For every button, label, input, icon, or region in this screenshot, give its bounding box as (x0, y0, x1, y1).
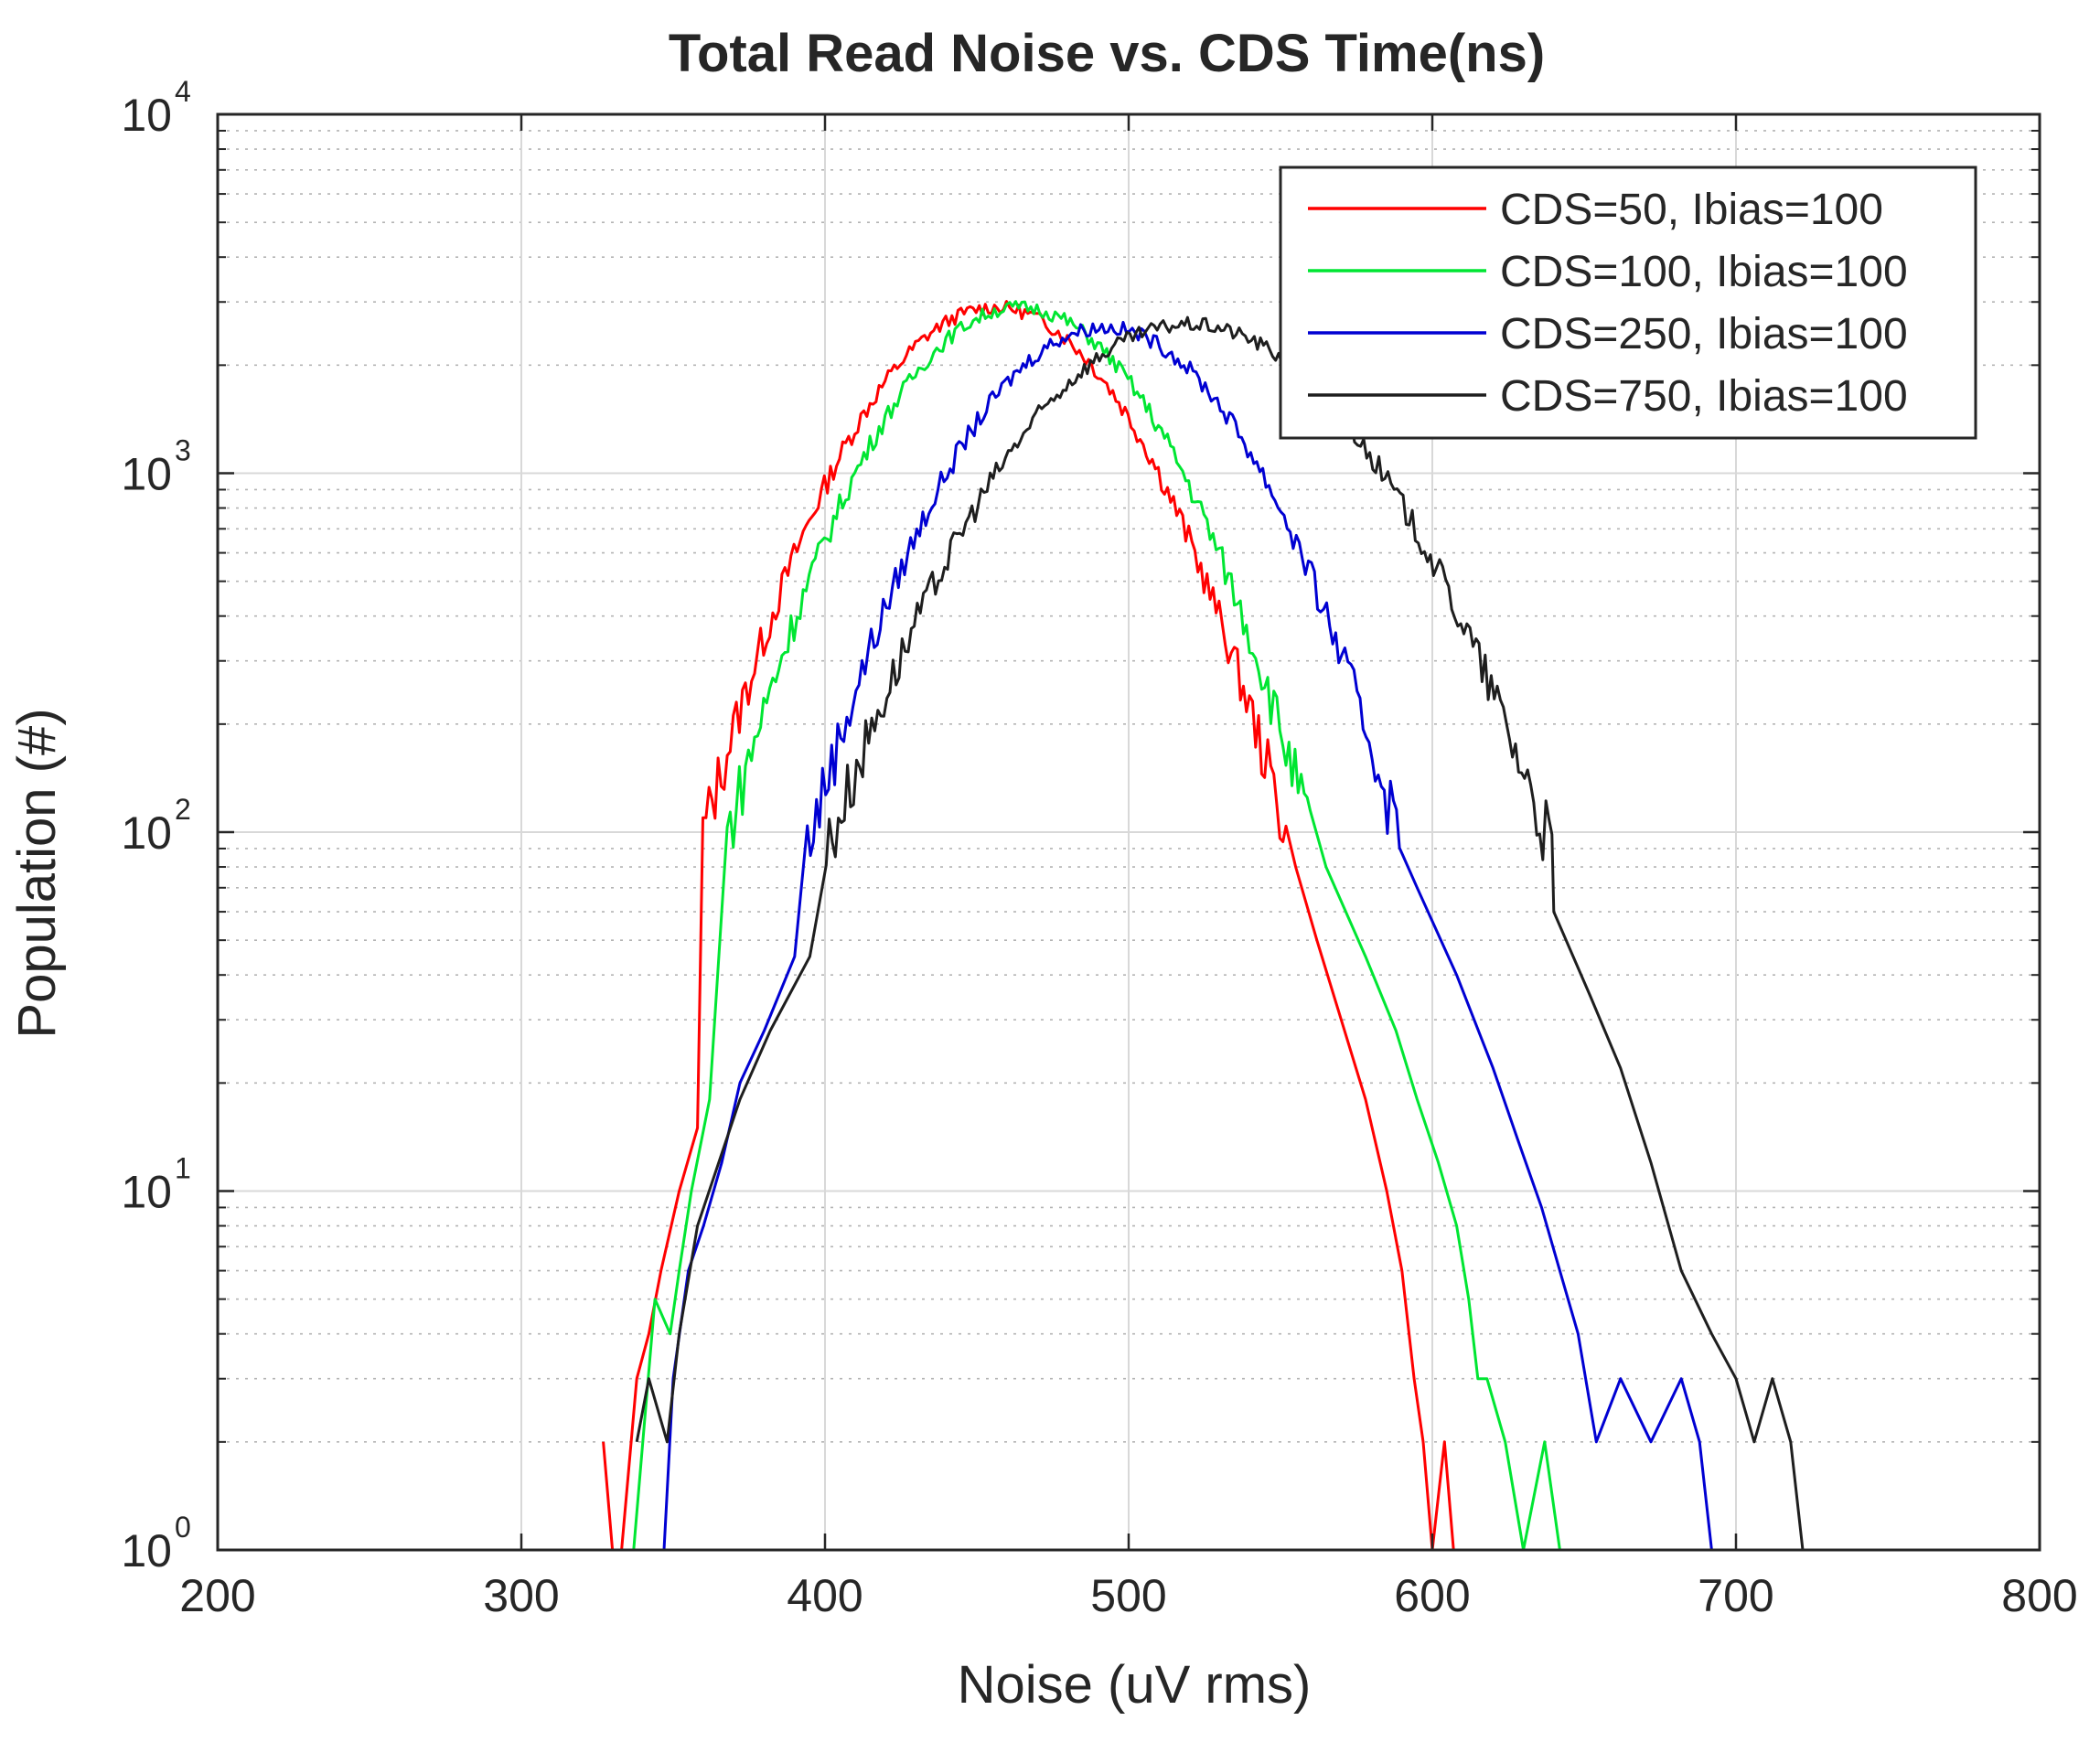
legend-entry-label: CDS=50, Ibias=100 (1500, 186, 1883, 234)
series-line-1 (602, 300, 1455, 1550)
y-tick-label: 10 (121, 1167, 172, 1218)
y-tick-label: 10 (121, 807, 172, 859)
x-tick-label: 200 (179, 1570, 255, 1621)
y-tick-label: 10 (121, 449, 172, 500)
legend-entry-label: CDS=750, Ibias=100 (1500, 372, 1908, 421)
y-tick-exponent: 3 (175, 434, 191, 467)
y-tick-label: 10 (121, 1525, 172, 1576)
y-tick-exponent: 4 (175, 75, 191, 108)
x-axis-label: Noise (uV rms) (958, 1655, 1312, 1715)
legend-entry-label: CDS=100, Ibias=100 (1500, 248, 1908, 296)
x-tick-label: 800 (2001, 1570, 2077, 1621)
legend: CDS=50, Ibias=100 CDS=100, Ibias=100 CDS=2… (1279, 166, 1977, 440)
series-line-4 (635, 315, 1805, 1550)
series-line-2 (632, 300, 1561, 1550)
series-line-3 (662, 320, 1713, 1550)
x-tick-label: 400 (787, 1570, 862, 1621)
x-tick-label: 500 (1090, 1570, 1166, 1621)
legend-box (1279, 166, 1977, 440)
y-tick-exponent: 1 (175, 1152, 191, 1185)
x-tick-label: 600 (1394, 1570, 1470, 1621)
series-layer (602, 300, 1805, 1550)
y-tick-label: 10 (121, 90, 172, 141)
y-axis-label: Population (#) (7, 708, 67, 1038)
chart-title: Total Read Noise vs. CDS Time(ns) (669, 24, 1545, 83)
legend-entry-label: CDS=250, Ibias=100 (1500, 310, 1908, 358)
y-tick-exponent: 2 (175, 793, 191, 826)
y-tick-exponent: 0 (175, 1511, 191, 1544)
x-tick-label: 700 (1698, 1570, 1773, 1621)
x-tick-label: 300 (483, 1570, 559, 1621)
